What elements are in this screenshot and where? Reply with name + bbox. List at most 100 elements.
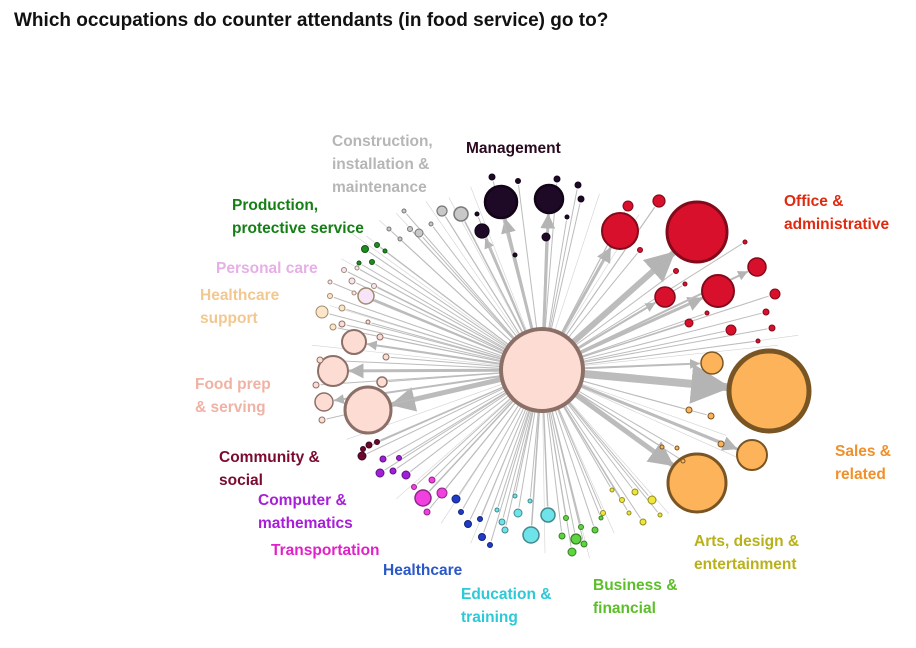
edge: [582, 344, 779, 367]
node-office: [601, 212, 639, 250]
edge: [484, 238, 527, 334]
edge: [458, 403, 520, 495]
node-foodprep: [376, 376, 388, 388]
edge: [346, 309, 504, 359]
node-office: [654, 286, 676, 308]
node-foodprep: [312, 381, 320, 389]
category-label-line: Transportation: [271, 542, 380, 559]
node-healthcare: [451, 494, 461, 504]
edge: [581, 328, 768, 364]
node-production: [361, 245, 369, 253]
category-label-computer: Computer & mathematics: [258, 489, 353, 535]
edge: [518, 409, 536, 508]
category-label-line: mathematics: [258, 515, 353, 532]
edge: [432, 226, 518, 338]
node-foodprep: [338, 320, 346, 328]
edge: [581, 330, 725, 362]
edge: [530, 410, 541, 526]
node-business: [567, 547, 577, 557]
node-management: [488, 173, 496, 181]
node-construction: [436, 205, 448, 217]
node-computer: [375, 468, 385, 478]
node-office: [673, 268, 679, 274]
center-node-layer: [499, 327, 585, 413]
edge: [356, 282, 506, 354]
node-business: [558, 532, 566, 540]
edge: [366, 340, 503, 365]
category-label-line: related: [835, 466, 886, 483]
category-label-line: protective service: [232, 220, 364, 237]
edge: [574, 273, 673, 347]
edge: [481, 407, 527, 516]
category-label-line: support: [200, 310, 258, 327]
node-transportation: [423, 508, 431, 516]
node-sales: [685, 406, 693, 414]
category-label-construction: Construction, installation & maintenance: [332, 130, 433, 199]
category-label-line: financial: [593, 600, 656, 617]
node-sales: [726, 348, 812, 434]
category-label-line: entertainment: [694, 556, 797, 573]
edge: [357, 294, 505, 355]
category-label-arts: Arts, design & entertainment: [694, 530, 799, 576]
node-sales: [700, 351, 724, 375]
node-office: [769, 288, 781, 300]
node-foodprep: [318, 416, 326, 424]
node-community: [357, 451, 367, 461]
edge: [502, 409, 533, 518]
edge: [470, 186, 528, 333]
edge: [580, 324, 684, 358]
node-arts: [600, 510, 606, 516]
node-community: [374, 439, 380, 445]
node-foodprep: [343, 385, 393, 435]
edge: [377, 287, 506, 353]
edge: [562, 404, 611, 487]
category-label-line: Business &: [593, 577, 678, 594]
edge: [554, 193, 600, 332]
category-label-education: Education & training: [461, 583, 551, 629]
node-foodprep: [365, 319, 371, 325]
node-hcsupport: [329, 323, 337, 331]
category-label-line: Production,: [232, 197, 319, 214]
category-label-business: Business & financial: [593, 574, 677, 620]
edge: [360, 269, 507, 351]
edge: [548, 220, 567, 330]
category-label-line: Food prep: [195, 376, 271, 393]
node-transportation: [414, 489, 432, 507]
node-education: [512, 493, 518, 499]
node-sales: [707, 412, 715, 420]
category-label-foodprep: Food prep & serving: [195, 373, 271, 419]
category-label-line: training: [461, 609, 518, 626]
edge: [515, 258, 534, 331]
edge: [581, 312, 762, 361]
category-label-line: Management: [466, 140, 561, 157]
node-arts: [647, 495, 657, 505]
edge: [505, 409, 534, 526]
edge: [371, 322, 503, 360]
edge: [445, 216, 521, 336]
edge: [469, 406, 525, 520]
node-sales: [717, 440, 725, 448]
category-label-production: Production, protective service: [232, 194, 364, 240]
edge: [549, 189, 578, 331]
category-label-personal: Personal care: [216, 257, 318, 280]
category-label-line: Personal care: [216, 260, 318, 277]
node-office: [768, 324, 776, 332]
node-sales: [674, 445, 680, 451]
edge: [435, 398, 514, 477]
category-label-line: Sales &: [835, 443, 892, 460]
node-office: [762, 308, 770, 316]
node-management: [577, 195, 585, 203]
node-production: [382, 248, 388, 254]
category-label-line: Community &: [219, 449, 320, 466]
edge: [542, 242, 547, 330]
edge: [386, 389, 507, 458]
edge: [542, 410, 546, 554]
edge: [362, 264, 508, 350]
edge: [562, 404, 628, 511]
node-computer: [379, 455, 387, 463]
edge: [580, 383, 727, 436]
node-healthcare: [458, 509, 464, 515]
node-business: [598, 515, 604, 521]
node-education: [513, 508, 523, 518]
